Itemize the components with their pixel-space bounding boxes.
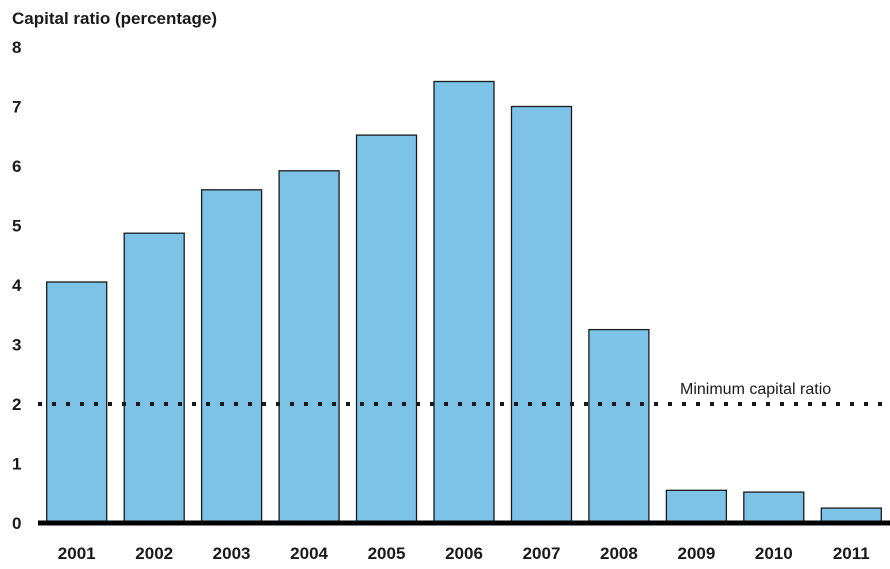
y-tick-label: 0 xyxy=(12,514,21,533)
x-tick-labels: 2001 2002 2003 2004 2005 2006 2007 2008 2009 2010… xyxy=(58,544,870,563)
y-axis-title: Capital ratio (percentage) xyxy=(12,9,217,28)
bar-2002 xyxy=(123,232,185,524)
y-tick-label: 7 xyxy=(12,98,21,117)
y-tick-label: 6 xyxy=(12,157,21,176)
bar-2008 xyxy=(588,328,650,524)
y-tick-label: 5 xyxy=(12,217,21,236)
x-tick-label: 2010 xyxy=(755,544,793,563)
bar-2007 xyxy=(510,105,573,524)
y-tick-label: 2 xyxy=(12,395,21,414)
x-tick-label: 2003 xyxy=(213,544,251,563)
bar-2005 xyxy=(355,134,418,524)
bar-2003 xyxy=(200,189,263,524)
x-tick-label: 2009 xyxy=(677,544,715,563)
x-tick-label: 2011 xyxy=(833,544,870,563)
y-tick-label: 3 xyxy=(12,336,21,355)
x-tick-label: 2008 xyxy=(600,544,638,563)
x-tick-label: 2001 xyxy=(58,544,96,563)
bar-2009 xyxy=(665,489,728,524)
x-tick-label: 2004 xyxy=(290,544,328,563)
x-tick-label: 2006 xyxy=(445,544,483,563)
y-tick-labels: 0 1 2 3 4 5 6 7 8 xyxy=(12,38,22,533)
x-tick-label: 2005 xyxy=(368,544,406,563)
bar-2006 xyxy=(433,80,495,524)
bar-2010 xyxy=(743,491,805,524)
bar-2004 xyxy=(278,170,340,524)
y-tick-label: 4 xyxy=(12,276,22,295)
y-tick-label: 1 xyxy=(12,455,21,474)
bars xyxy=(46,80,882,524)
x-tick-label: 2002 xyxy=(135,544,173,563)
y-tick-label: 8 xyxy=(12,38,21,57)
minimum-capital-ratio-label: Minimum capital ratio xyxy=(680,381,831,398)
x-tick-label: 2007 xyxy=(523,544,561,563)
